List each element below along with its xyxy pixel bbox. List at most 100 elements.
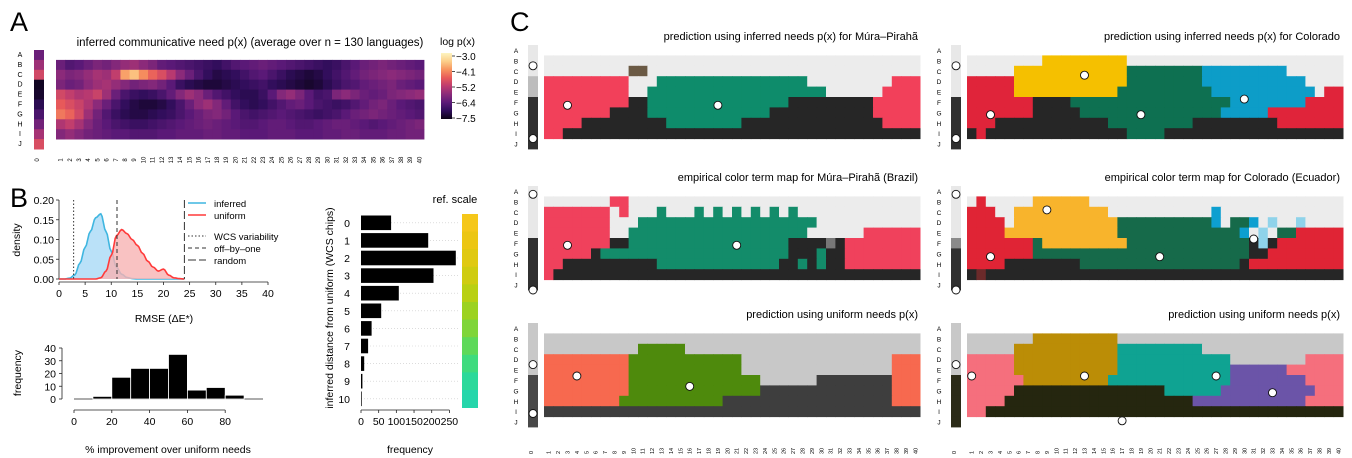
map-cell [995,128,1006,140]
hist-x-tick-label: 80 [219,416,231,428]
map-cell [995,375,1006,386]
map-cell [562,117,573,129]
map-cell [788,55,799,67]
map-cell [1173,258,1184,270]
map-cell [685,97,695,108]
map-cell [553,65,564,77]
map-cell [703,406,714,418]
map-column-label: 38 [895,448,901,454]
map-cell [713,107,724,119]
map-column-label: 1 [547,451,553,454]
map-cell [1155,217,1165,229]
map-cell [703,258,714,270]
map-column-labels: 0 1 2 3 4 5 6 7 8 9 10 11 12 13 14 15 16 17 18 19 20 21 22 23 24… [529,448,1342,454]
map-cell [741,107,752,119]
map-cell [1164,55,1175,67]
heatmap-cell [249,69,259,81]
map-cell [1202,406,1212,418]
map-cell [1051,406,1062,418]
map-row-label: F [937,241,941,248]
map-cell [1277,86,1288,98]
map-cell [1333,76,1344,88]
heatmap-cell [240,99,250,110]
map-column-label: 13 [660,448,666,454]
map-cell [1098,227,1109,239]
map-cell [1267,128,1278,140]
map-cell [891,333,902,345]
map-cell [854,128,865,140]
map-cell [1098,248,1109,260]
map-row-label: A [514,189,519,196]
heatmap-cell [56,69,66,81]
map-cell [967,227,977,239]
heatmap-cell [175,89,186,100]
map-cell [666,395,677,407]
map-cell [1239,395,1250,407]
map-row-label: C [514,210,519,217]
map-cell [1126,227,1137,239]
map-cell [675,128,686,140]
density-x-tick-label: 0 [56,288,62,300]
map-cell [1004,343,1015,355]
map-cell [1173,333,1184,345]
heatmap-cell [166,69,176,81]
map-cell [628,196,639,208]
heatmap-cell [350,119,360,130]
map-cell [863,97,874,108]
heatmap-cell [332,59,342,71]
map-cell [694,117,705,129]
map-cell [873,227,883,239]
heatmap-cell [313,79,324,90]
map-cell [572,248,583,260]
map-cell [826,227,836,239]
map-cell [769,206,780,218]
map-cell [1220,76,1231,88]
map-cell [1202,196,1212,208]
map-cell [797,406,808,418]
map-cell [1249,375,1259,386]
row-label: E [18,92,23,99]
map-achromatic-cell [528,238,538,249]
map-cell [760,258,771,270]
map-cell [647,375,658,386]
map-cell [826,333,836,345]
heatmap-cell [240,79,250,90]
map-cell [703,385,714,397]
focal-point-marker [1239,94,1249,104]
map-cell [609,406,620,418]
map-cell [562,107,573,119]
map-cell [760,333,771,345]
map-cell [1230,227,1241,239]
map-cell [1267,65,1278,77]
map-cell [1079,343,1090,355]
map-cell [854,258,865,270]
map-cell [910,227,921,239]
map-cell [572,395,583,407]
map-cell [1314,333,1325,345]
map-cell [647,128,658,140]
map-cell [1296,227,1306,239]
map-cell [591,258,601,270]
heatmap-cell [276,69,287,81]
heatmap-cell [332,69,342,81]
map-cell [1230,97,1241,108]
focal-point-marker [685,381,695,391]
heatmap-cell [157,119,167,130]
map-cell [1230,86,1241,98]
map-row-label: H [514,399,519,406]
map-cell [760,375,771,386]
map-cell [1249,364,1259,376]
map-cell [647,206,658,218]
map-cell [1079,128,1090,140]
map-cell [628,406,639,418]
map-cell [1051,354,1062,366]
map-cell [1136,333,1147,345]
heatmap-achromatic-cell [34,69,44,81]
map-cell [685,227,695,239]
map-cell [1051,97,1062,108]
map-cell [1042,196,1053,208]
map-cell [863,395,874,407]
heatmap-cell [304,99,314,110]
map-cell [1314,406,1325,418]
map-cell [1164,76,1175,88]
